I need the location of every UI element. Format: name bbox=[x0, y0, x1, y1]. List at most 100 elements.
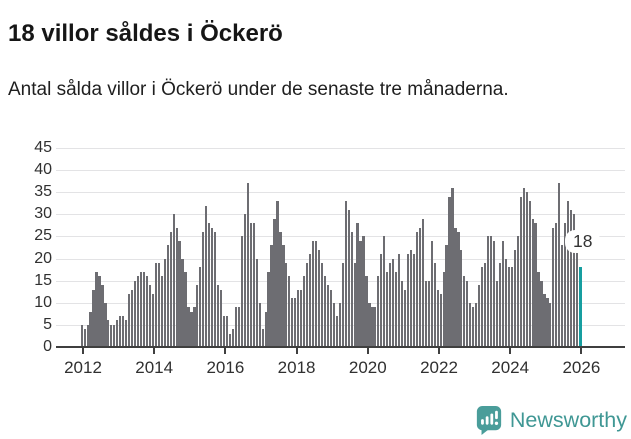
y-axis-tick-label: 5 bbox=[43, 315, 52, 333]
bar bbox=[498, 262, 502, 347]
bar bbox=[383, 236, 386, 347]
bar bbox=[573, 214, 576, 347]
bar bbox=[537, 271, 540, 347]
bar bbox=[258, 302, 261, 347]
bar bbox=[154, 262, 157, 347]
bar bbox=[187, 307, 190, 347]
bar bbox=[249, 223, 252, 347]
x-axis-tick-label: 2026 bbox=[562, 358, 601, 377]
bar bbox=[442, 271, 445, 347]
bar bbox=[570, 209, 573, 347]
bar bbox=[264, 311, 267, 347]
bar bbox=[406, 254, 410, 347]
bar bbox=[353, 262, 356, 347]
plot-area bbox=[56, 148, 625, 348]
bar bbox=[472, 307, 475, 347]
bar bbox=[359, 240, 362, 347]
bar bbox=[122, 316, 125, 347]
bar bbox=[199, 267, 202, 347]
bar bbox=[288, 276, 291, 347]
bar bbox=[534, 223, 537, 347]
y-axis-tick-label: 25 bbox=[34, 227, 52, 245]
x-axis-tick bbox=[580, 348, 583, 354]
newsworthy-logo[interactable]: Newsworthy bbox=[475, 402, 627, 438]
x-axis-tick-label: 2012 bbox=[64, 358, 102, 377]
gridline bbox=[56, 258, 625, 260]
bar bbox=[552, 227, 555, 347]
x-axis-tick bbox=[438, 348, 440, 354]
x-axis-tick-label: 2022 bbox=[420, 358, 458, 377]
newsworthy-logo-icon bbox=[476, 405, 502, 435]
bar bbox=[211, 227, 214, 347]
bar bbox=[558, 183, 561, 347]
bar bbox=[549, 302, 552, 347]
bar bbox=[285, 262, 288, 347]
bar bbox=[101, 285, 104, 347]
bar bbox=[139, 271, 143, 347]
bar bbox=[430, 240, 433, 347]
bar bbox=[220, 289, 223, 347]
y-axis-tick-label: 0 bbox=[43, 338, 52, 355]
gridline bbox=[56, 236, 625, 238]
bar bbox=[104, 302, 107, 347]
bar bbox=[507, 267, 510, 347]
bar bbox=[309, 254, 312, 347]
bar bbox=[326, 285, 329, 347]
bar bbox=[576, 236, 579, 347]
y-axis-tick-label: 15 bbox=[34, 271, 52, 289]
bar bbox=[365, 276, 368, 347]
y-axis-tick-label: 40 bbox=[34, 161, 52, 179]
bar bbox=[347, 209, 350, 347]
bar bbox=[113, 324, 116, 347]
bar bbox=[531, 218, 534, 347]
gridline bbox=[56, 280, 625, 282]
bar bbox=[98, 276, 101, 347]
bar bbox=[338, 302, 341, 347]
bar bbox=[451, 187, 454, 347]
x-axis-tick bbox=[224, 348, 227, 354]
bar bbox=[395, 271, 398, 347]
bar bbox=[128, 293, 131, 347]
bar bbox=[478, 285, 481, 347]
bar bbox=[267, 271, 270, 347]
bar bbox=[543, 293, 546, 347]
bar bbox=[237, 307, 240, 347]
bar bbox=[433, 262, 436, 347]
bar bbox=[457, 232, 460, 347]
bar bbox=[193, 307, 196, 347]
bar bbox=[487, 236, 490, 347]
bar bbox=[495, 280, 499, 347]
bar bbox=[350, 232, 353, 347]
bar bbox=[332, 302, 335, 347]
bar bbox=[436, 289, 439, 347]
bar bbox=[107, 320, 110, 347]
x-axis-line bbox=[56, 346, 625, 348]
bar bbox=[231, 329, 235, 347]
bar bbox=[136, 276, 140, 347]
bar bbox=[320, 262, 324, 347]
bar bbox=[178, 240, 181, 347]
bar bbox=[276, 201, 279, 347]
bar bbox=[392, 258, 395, 347]
bar bbox=[175, 227, 178, 347]
bar bbox=[540, 280, 543, 347]
y-axis-tick-label: 35 bbox=[34, 183, 52, 201]
bar bbox=[415, 232, 418, 347]
bar bbox=[255, 258, 258, 347]
bar bbox=[424, 280, 427, 347]
bar bbox=[83, 329, 86, 347]
x-axis-tick-label: 2016 bbox=[206, 358, 245, 377]
bar bbox=[525, 192, 528, 347]
gridline bbox=[56, 192, 625, 194]
x-axis-tick bbox=[366, 348, 369, 354]
bar bbox=[261, 329, 264, 347]
bar bbox=[208, 223, 211, 347]
bar bbox=[522, 187, 525, 347]
bar bbox=[240, 236, 243, 347]
bar bbox=[513, 249, 516, 347]
y-axis-tick-label: 20 bbox=[34, 249, 52, 267]
highlighted-bar bbox=[578, 267, 582, 347]
x-axis-tick-label: 2020 bbox=[348, 358, 387, 377]
x-axis-tick-label: 2024 bbox=[491, 358, 530, 377]
